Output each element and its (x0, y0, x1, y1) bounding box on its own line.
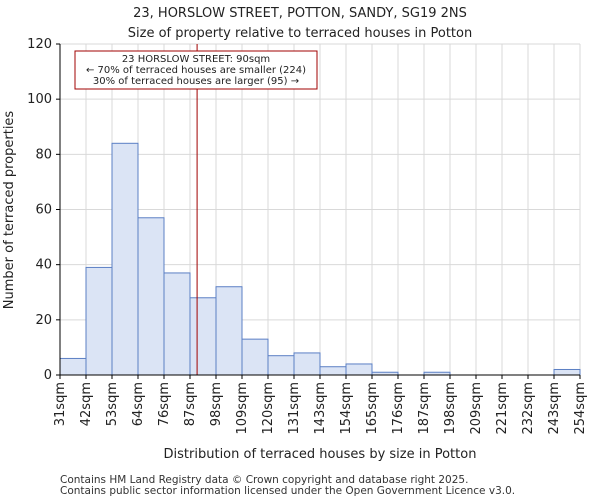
bar-243sqm (553, 368, 581, 376)
annotation-frame (74, 50, 318, 90)
chart-title: 23, HORSLOW STREET, POTTON, SANDY, SG19 … (133, 6, 467, 21)
footer-line-2: Contains public sector information licen… (60, 485, 515, 497)
x-tick-label: 64sqm (131, 382, 146, 426)
x-tick-label: 198sqm (443, 382, 458, 435)
x-tick-label: 221sqm (495, 382, 510, 435)
y-tick-label: 60 (35, 203, 52, 218)
annotation-line-1: 23 HORSLOW STREET: 90sqm (122, 54, 270, 65)
bar-154sqm (345, 363, 373, 376)
y-tick-label: 0 (44, 368, 52, 383)
x-tick-label: 109sqm (235, 382, 250, 435)
y-tick-label: 120 (27, 37, 52, 52)
x-tick-label: 165sqm (365, 382, 380, 435)
y-tick-label: 40 (35, 258, 52, 273)
bar-31sqm (59, 357, 87, 376)
x-tick-label: 209sqm (469, 382, 484, 435)
bar-120sqm (267, 355, 295, 376)
y-tick-label: 100 (27, 92, 52, 107)
chart-subtitle: Size of property relative to terraced ho… (128, 26, 472, 41)
x-axis-label: Distribution of terraced houses by size … (164, 447, 477, 462)
x-tick-label: 131sqm (287, 382, 302, 435)
x-tick-label: 243sqm (547, 382, 562, 435)
bar-64sqm (137, 217, 165, 376)
x-tick-label: 187sqm (417, 382, 432, 435)
x-tick-label: 176sqm (391, 382, 406, 435)
x-tick-labels: 31sqm 42sqm 53sqm 64sqm 76sqm 87sqm 98sqm 109sq… (53, 382, 588, 435)
bar-87sqm (189, 297, 217, 376)
annotation-line-2: ← 70% of terraced houses are smaller (22… (86, 65, 306, 76)
x-tick-label: 53sqm (105, 382, 120, 426)
x-tick-label: 154sqm (339, 382, 354, 435)
bars (59, 142, 581, 376)
x-tick-label: 254sqm (573, 382, 588, 435)
bar-98sqm (215, 286, 243, 376)
x-tick-label: 42sqm (79, 382, 94, 426)
annotation-box: 23 HORSLOW STREET: 90sqm ← 70% of terrac… (74, 50, 318, 90)
x-tick-label: 120sqm (261, 382, 276, 435)
y-tick-label: 20 (35, 313, 52, 328)
x-tick-label: 76sqm (157, 382, 172, 426)
x-tick-label: 143sqm (313, 382, 328, 435)
footer-line-1: Contains HM Land Registry data © Crown c… (60, 474, 468, 486)
x-tick-label: 98sqm (209, 382, 224, 426)
bar-143sqm (319, 366, 347, 376)
y-tick-labels: 0 20 40 60 80 100 120 (27, 37, 52, 383)
bar-53sqm (111, 142, 139, 376)
bar-109sqm (241, 338, 269, 376)
bar-42sqm (85, 266, 113, 376)
x-tick-label: 87sqm (183, 382, 198, 426)
y-tick-label: 80 (35, 147, 52, 162)
axes (56, 43, 581, 379)
bar-76sqm (163, 272, 191, 376)
x-tick-label: 232sqm (521, 382, 536, 435)
annotation-line-3: 30% of terraced houses are larger (95) → (93, 76, 299, 87)
x-tick-label: 31sqm (53, 382, 68, 426)
bar-131sqm (293, 352, 321, 376)
y-axis-label: Number of terraced properties (2, 111, 17, 310)
